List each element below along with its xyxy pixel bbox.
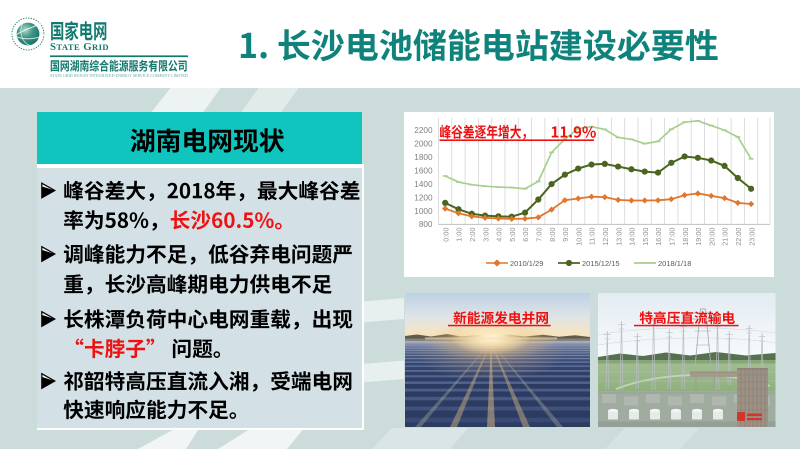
svg-text:2200: 2200 bbox=[414, 126, 433, 135]
svg-text:6:00: 6:00 bbox=[521, 228, 530, 242]
svg-text:2010/1/29: 2010/1/29 bbox=[510, 259, 543, 268]
svg-text:2000: 2000 bbox=[414, 140, 433, 149]
svg-text:2018/1/18: 2018/1/18 bbox=[658, 259, 691, 268]
svg-text:12:00: 12:00 bbox=[601, 228, 610, 246]
svg-text:8:00: 8:00 bbox=[548, 228, 557, 242]
svg-text:2015/12/15: 2015/12/15 bbox=[582, 259, 620, 268]
svg-text:13:00: 13:00 bbox=[614, 228, 623, 246]
svg-text:1000: 1000 bbox=[414, 207, 433, 216]
svg-text:STATE GRID: STATE GRID bbox=[50, 41, 109, 53]
svg-text:23:00: 23:00 bbox=[747, 228, 756, 246]
svg-text:14:00: 14:00 bbox=[628, 228, 637, 246]
svg-text:17:00: 17:00 bbox=[668, 228, 677, 246]
svg-text:5:00: 5:00 bbox=[508, 228, 517, 242]
svg-text:20:00: 20:00 bbox=[707, 228, 716, 246]
svg-text:1800: 1800 bbox=[414, 153, 433, 162]
svg-text:2:00: 2:00 bbox=[468, 228, 477, 242]
svg-text:0:00: 0:00 bbox=[441, 228, 450, 242]
svg-text:15:00: 15:00 bbox=[641, 228, 650, 246]
svg-text:21:00: 21:00 bbox=[721, 228, 730, 246]
svg-text:STATE GRID HUNAN INTEGRATED EN: STATE GRID HUNAN INTEGRATED ENERGY SERVI… bbox=[50, 73, 188, 78]
svg-text:19:00: 19:00 bbox=[694, 228, 703, 246]
svg-text:16:00: 16:00 bbox=[654, 228, 663, 246]
svg-text:1600: 1600 bbox=[414, 166, 433, 175]
svg-text:9:00: 9:00 bbox=[561, 228, 570, 242]
svg-text:7:00: 7:00 bbox=[535, 228, 544, 242]
svg-text:800: 800 bbox=[419, 220, 433, 229]
svg-text:3:00: 3:00 bbox=[481, 228, 490, 242]
svg-text:10:00: 10:00 bbox=[574, 228, 583, 246]
svg-text:4:00: 4:00 bbox=[495, 228, 504, 242]
svg-text:1200: 1200 bbox=[414, 193, 433, 202]
svg-text:1:00: 1:00 bbox=[455, 228, 464, 242]
svg-text:18:00: 18:00 bbox=[681, 228, 690, 246]
svg-text:22:00: 22:00 bbox=[734, 228, 743, 246]
svg-text:11:00: 11:00 bbox=[588, 228, 597, 246]
svg-text:1400: 1400 bbox=[414, 180, 433, 189]
